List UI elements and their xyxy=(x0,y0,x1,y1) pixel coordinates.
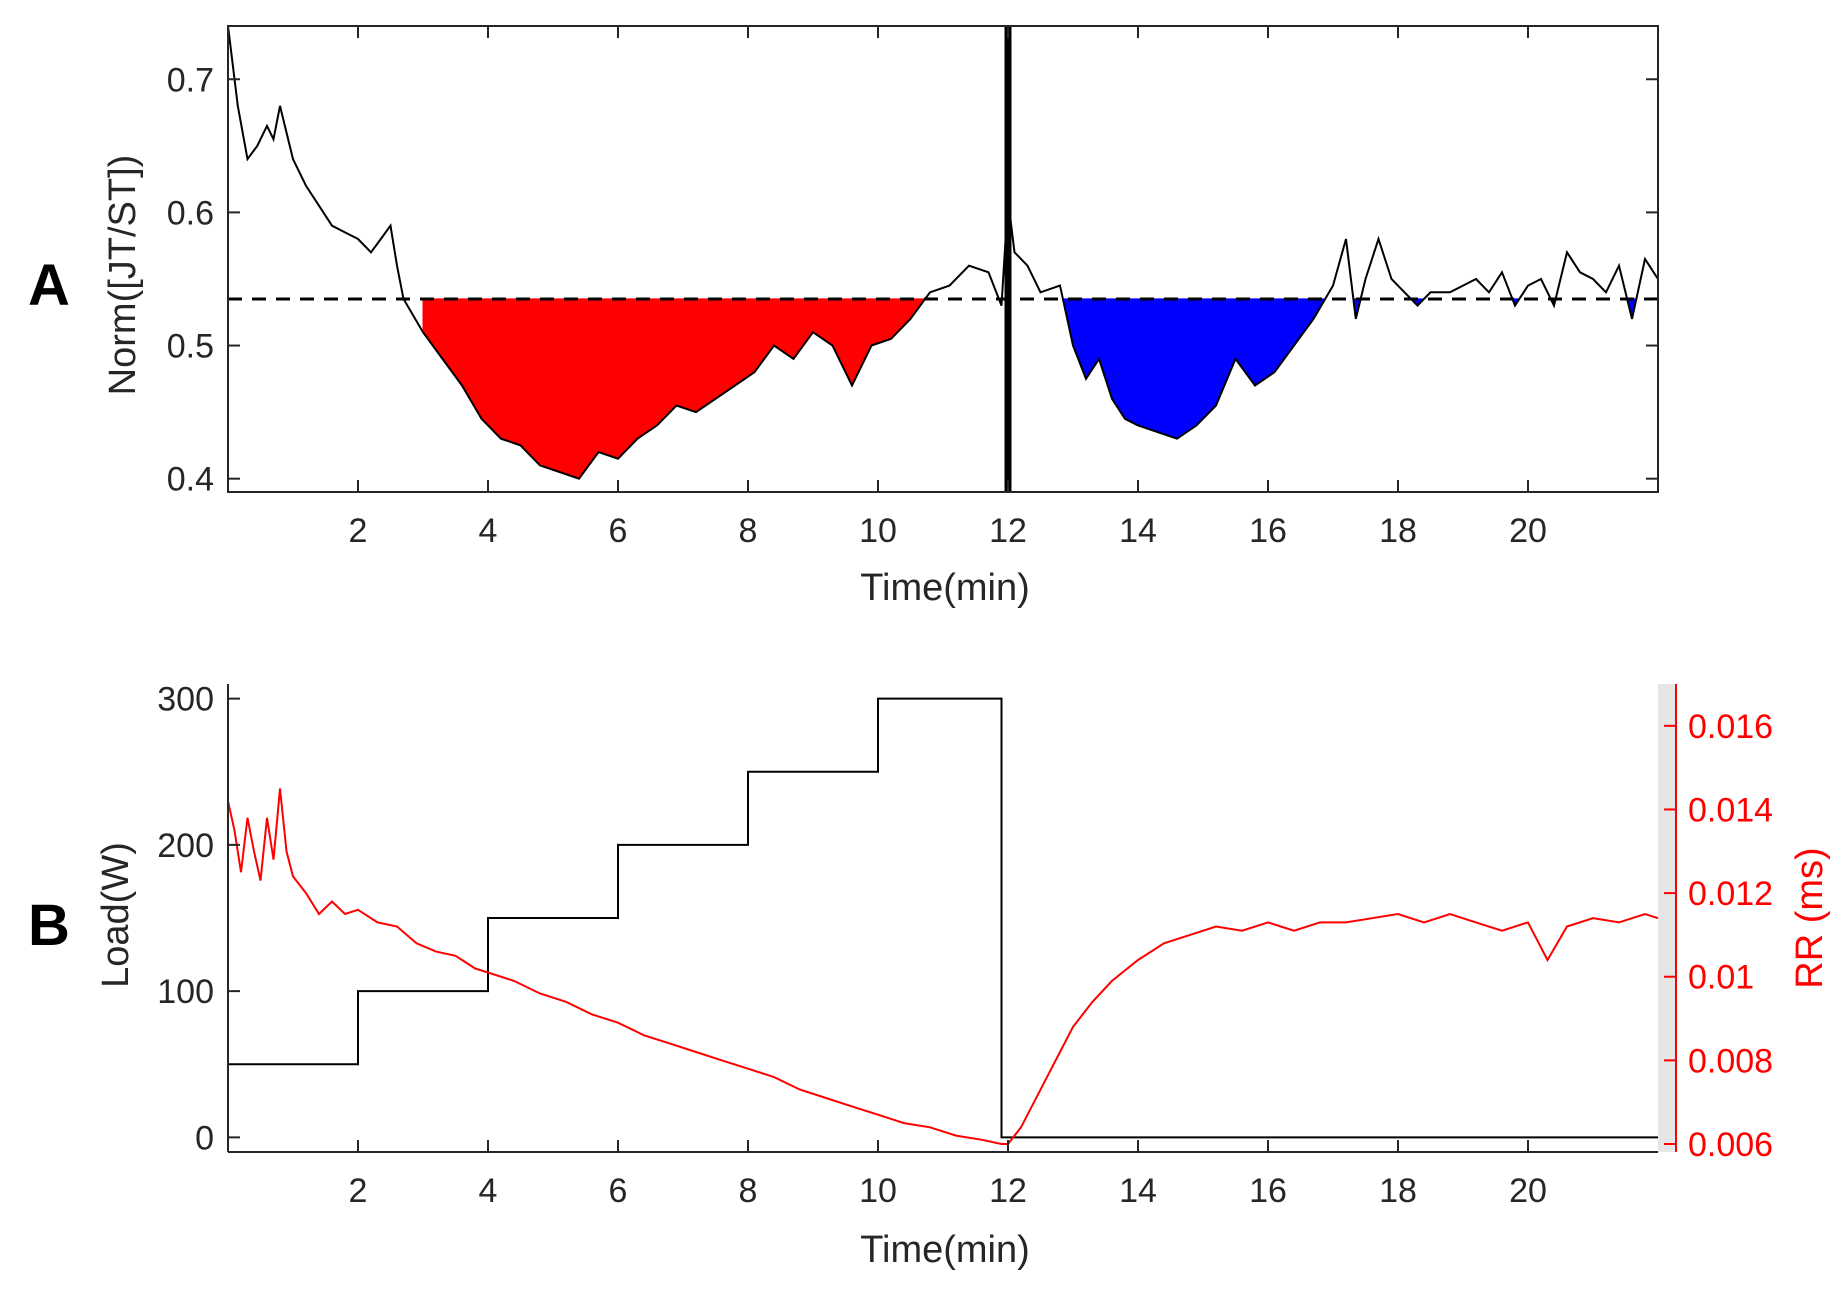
panel-b-x-tick-label: 16 xyxy=(1249,1172,1287,1210)
panel-b-right-edge-band xyxy=(1658,684,1676,1152)
panel-a: A 2 4 6 8 10 12 14 16 18 20 0.4 0.5 0.6 0.7 Time(min)… xyxy=(28,25,1659,609)
panel-b-x-tick-label: 14 xyxy=(1119,1172,1157,1210)
panel-a-y-tick-label: 0.7 xyxy=(167,61,214,99)
panel-a-letter: A xyxy=(28,253,70,318)
panel-b-rr-series-line xyxy=(227,788,1659,1145)
panel-a-y-tick-label: 0.5 xyxy=(167,328,214,366)
panel-b-x-tick-label: 6 xyxy=(609,1172,628,1210)
panel-b-y-axis-title: Load(W) xyxy=(95,842,137,988)
panel-a-axes: 2 4 6 8 10 12 14 16 18 20 0.4 0.5 0.6 0.7 xyxy=(167,25,1659,550)
panel-b-y2-axis-title: RR (ms) xyxy=(1789,847,1831,988)
panel-b-y-tick-label: 100 xyxy=(157,973,214,1011)
panel-b: B 2 4 6 8 10 12 14 16 18 2001002003000.0060.0080.… xyxy=(28,681,1831,1271)
panel-b-axes: 2 4 6 8 10 12 14 16 18 2001002003000.0060.0080.01… xyxy=(157,681,1773,1210)
panel-b-y2-tick-label: 0.008 xyxy=(1688,1042,1773,1080)
panel-b-y2-tick-label: 0.014 xyxy=(1688,791,1773,829)
panel-b-x-axis-title: Time(min) xyxy=(860,1229,1030,1271)
panel-a-y-tick-label: 0.6 xyxy=(167,194,214,232)
panel-a-x-axis-title: Time(min) xyxy=(860,567,1030,609)
panel-b-y-tick-label: 200 xyxy=(157,827,214,865)
panel-a-x-tick-label: 20 xyxy=(1509,512,1547,550)
panel-a-x-tick-label: 14 xyxy=(1119,512,1157,550)
panel-b-x-tick-label: 10 xyxy=(859,1172,897,1210)
panel-b-letter: B xyxy=(28,893,70,958)
panel-b-y2-tick-label: 0.006 xyxy=(1688,1126,1773,1164)
panel-b-plot xyxy=(227,684,1676,1152)
panel-b-y2-tick-label: 0.012 xyxy=(1688,875,1773,913)
panel-b-y2-tick-label: 0.01 xyxy=(1688,959,1754,997)
panel-b-load-series-line xyxy=(228,697,1658,1139)
panel-b-x-tick-label: 4 xyxy=(479,1172,498,1210)
panel-b-x-tick-label: 2 xyxy=(349,1172,368,1210)
panel-a-x-tick-label: 4 xyxy=(479,512,498,550)
panel-a-x-tick-label: 16 xyxy=(1249,512,1287,550)
panel-a-x-tick-label: 18 xyxy=(1379,512,1417,550)
panel-b-y2-tick-label: 0.016 xyxy=(1688,708,1773,746)
panel-a-plot xyxy=(227,25,1659,492)
panel-a-series-line xyxy=(227,25,1659,480)
panel-a-x-tick-label: 10 xyxy=(859,512,897,550)
panel-a-x-tick-label: 8 xyxy=(739,512,758,550)
panel-a-y-tick-label: 0.4 xyxy=(167,461,214,499)
panel-b-x-tick-label: 20 xyxy=(1509,1172,1547,1210)
panel-a-axes-box xyxy=(227,25,1659,493)
panel-a-x-tick-label: 6 xyxy=(609,512,628,550)
panel-a-x-tick-label: 12 xyxy=(989,512,1027,550)
panel-a-fill-areas xyxy=(422,298,1637,480)
panel-b-x-tick-label: 12 xyxy=(989,1172,1027,1210)
panel-b-x-tick-label: 8 xyxy=(739,1172,758,1210)
panel-a-x-tick-label: 2 xyxy=(349,512,368,550)
panel-a-red-fill-area xyxy=(422,298,927,480)
panel-b-x-tick-label: 18 xyxy=(1379,1172,1417,1210)
panel-a-y-axis-title: Norm([JT/ST]) xyxy=(102,155,144,396)
panel-b-y-tick-label: 0 xyxy=(195,1119,214,1157)
panel-b-y-tick-label: 300 xyxy=(157,681,214,719)
